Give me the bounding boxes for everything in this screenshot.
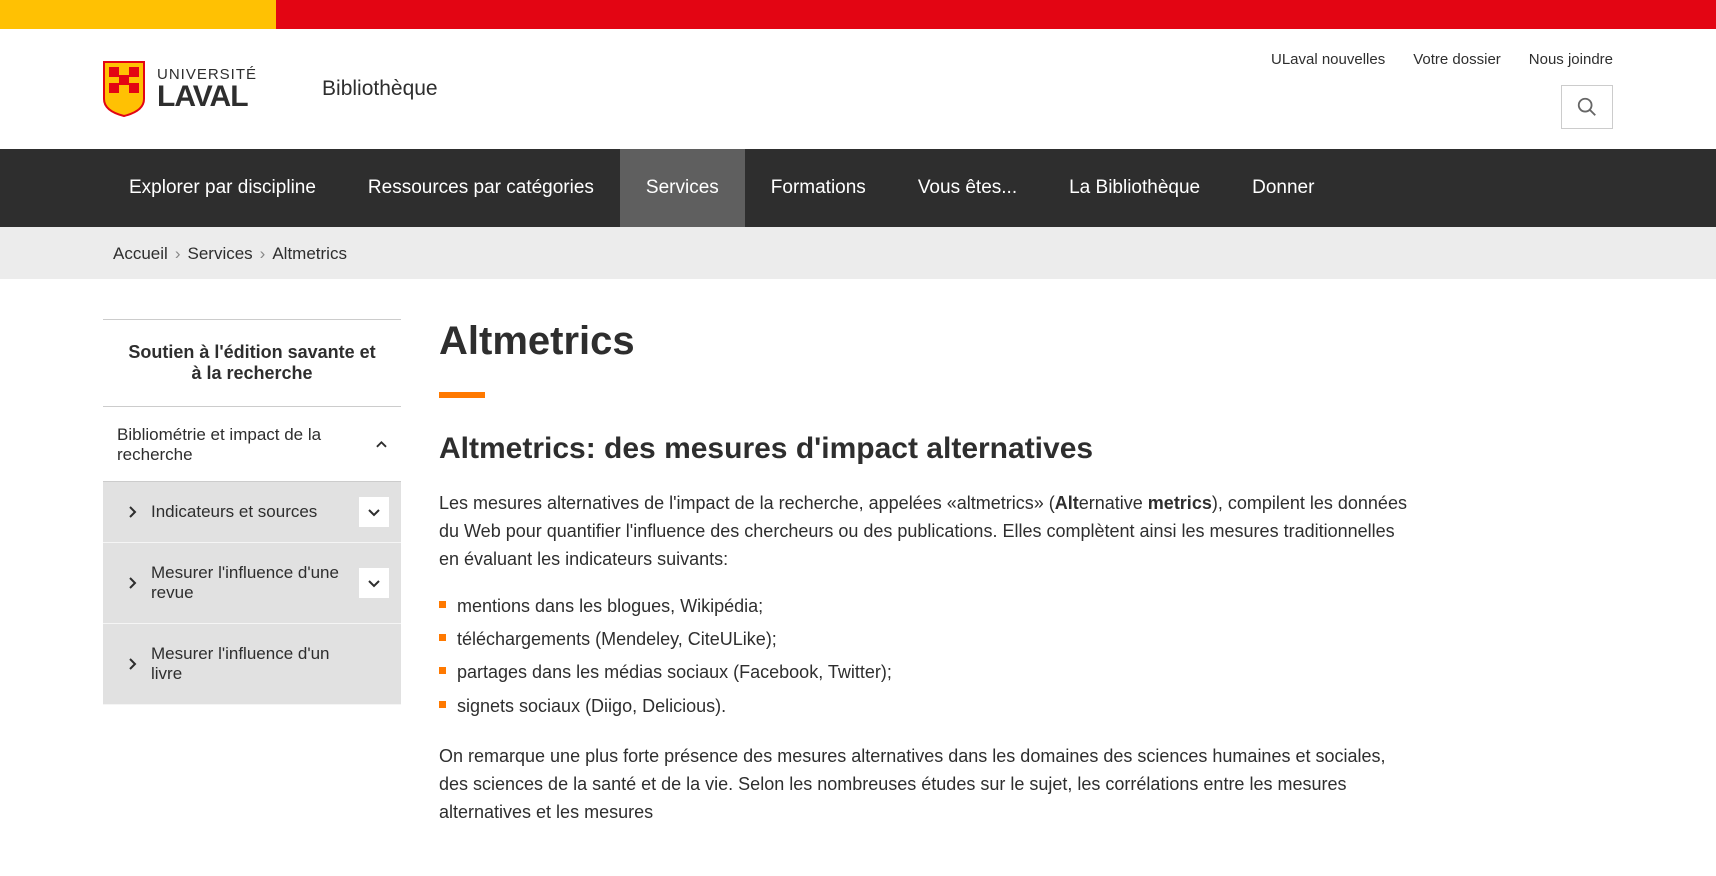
expand-button[interactable] — [359, 497, 389, 527]
brand-bar-red — [276, 0, 1716, 29]
intro-paragraph: Les mesures alternatives de l'impact de … — [439, 490, 1419, 574]
breadcrumb-1[interactable]: Services — [187, 244, 252, 263]
sidebar-subitem-label: Mesurer l'influence d'un livre — [151, 644, 387, 684]
sidebar-subitem-2[interactable]: Mesurer l'influence d'un livre — [103, 624, 401, 705]
chevron-down-icon — [368, 577, 380, 589]
logo[interactable]: UNIVERSITÉ LAVAL — [103, 61, 257, 117]
logo-line2: LAVAL — [157, 82, 257, 112]
chevron-right-icon — [127, 506, 139, 518]
expand-button[interactable] — [359, 568, 389, 598]
nav-item-1[interactable]: Ressources par catégories — [342, 149, 620, 227]
shield-icon — [103, 61, 145, 117]
main-nav: Explorer par disciplineRessources par ca… — [0, 149, 1716, 227]
chevron-down-icon — [368, 506, 380, 518]
util-link-contact[interactable]: Nous joindre — [1529, 51, 1613, 68]
search-icon — [1576, 96, 1598, 118]
sidebar-header[interactable]: Soutien à l'édition savante et à la rech… — [103, 319, 401, 407]
chevron-up-icon — [376, 439, 387, 451]
chevron-right-icon — [127, 577, 139, 589]
brand-top-bar — [0, 0, 1716, 29]
site-header: UNIVERSITÉ LAVAL Bibliothèque ULaval nou… — [0, 29, 1716, 149]
site-name[interactable]: Bibliothèque — [322, 77, 438, 101]
sidebar: Soutien à l'édition savante et à la rech… — [103, 319, 401, 843]
sidebar-section-bibliometrie[interactable]: Bibliométrie et impact de la recherche — [103, 407, 401, 482]
nav-item-5[interactable]: La Bibliothèque — [1043, 149, 1226, 227]
page-title: Altmetrics — [439, 319, 1419, 364]
breadcrumb-bar: Accueil›Services›Altmetrics — [0, 227, 1716, 279]
nav-item-2[interactable]: Services — [620, 149, 745, 227]
sidebar-section-title: Bibliométrie et impact de la recherche — [117, 425, 376, 465]
sidebar-subitem-label: Mesurer l'influence d'une revue — [151, 563, 387, 603]
brand-bar-gold — [0, 0, 276, 29]
para-2: On remarque une plus forte présence des … — [439, 743, 1419, 827]
utility-nav: ULaval nouvelles Votre dossier Nous join… — [1271, 51, 1613, 68]
bullet-1: téléchargements (Mendeley, CiteULike); — [439, 623, 1419, 656]
section-heading: Altmetrics: des mesures d'impact alterna… — [439, 432, 1419, 466]
nav-item-6[interactable]: Donner — [1226, 149, 1340, 227]
bullet-0: mentions dans les blogues, Wikipédia; — [439, 590, 1419, 623]
chevron-right-icon — [127, 658, 139, 670]
breadcrumb-2: Altmetrics — [272, 244, 347, 263]
sidebar-subitem-label: Indicateurs et sources — [151, 502, 387, 522]
bullet-list: mentions dans les blogues, Wikipédia;tél… — [439, 590, 1419, 723]
util-link-dossier[interactable]: Votre dossier — [1413, 51, 1501, 68]
accent-bar — [439, 392, 485, 398]
bullet-2: partages dans les médias sociaux (Facebo… — [439, 656, 1419, 689]
sidebar-subitem-1[interactable]: Mesurer l'influence d'une revue — [103, 543, 401, 624]
main-content: Altmetrics Altmetrics: des mesures d'imp… — [439, 319, 1419, 843]
bullet-3: signets sociaux (Diigo, Delicious). — [439, 690, 1419, 723]
breadcrumb-0[interactable]: Accueil — [113, 244, 168, 263]
util-link-nouvelles[interactable]: ULaval nouvelles — [1271, 51, 1385, 68]
nav-item-4[interactable]: Vous êtes... — [892, 149, 1043, 227]
sidebar-subitem-0[interactable]: Indicateurs et sources — [103, 482, 401, 543]
nav-item-0[interactable]: Explorer par discipline — [103, 149, 342, 227]
nav-item-3[interactable]: Formations — [745, 149, 892, 227]
breadcrumb: Accueil›Services›Altmetrics — [0, 227, 1716, 279]
search-button[interactable] — [1561, 85, 1613, 129]
